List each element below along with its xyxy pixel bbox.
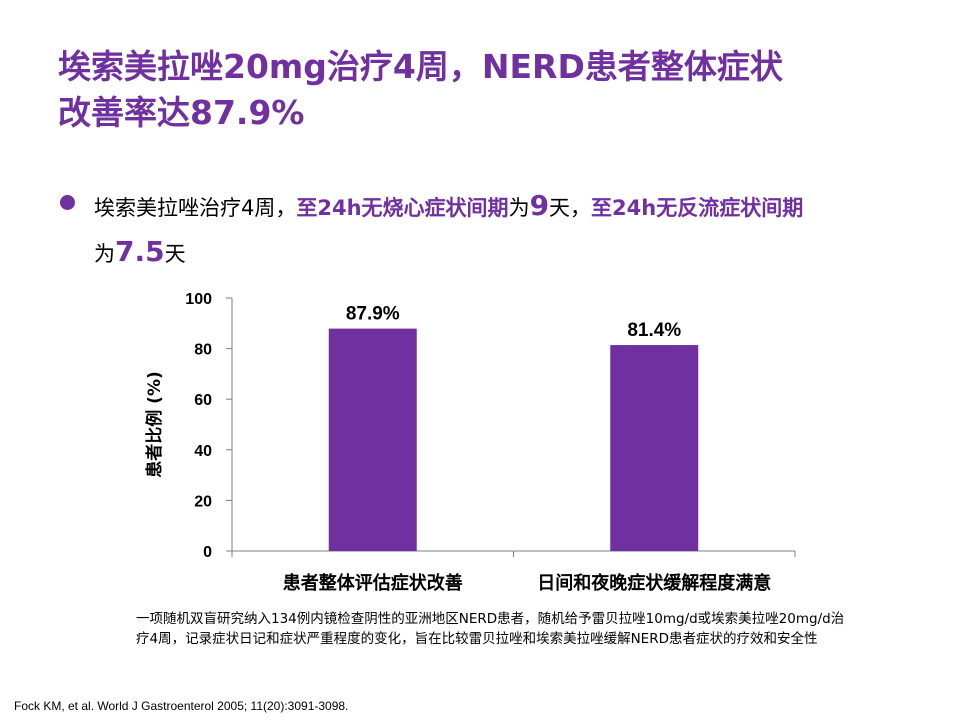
reference-citation: Fock KM, et al. World J Gastroenterol 20… — [14, 699, 349, 713]
heartburn-free-highlight: 至24h无烧心症状间期 — [296, 196, 509, 220]
reflux-free-days: 7.5 — [115, 235, 165, 268]
slide-title-line2: 改善率达87.9% — [58, 93, 305, 132]
bullet-part-1: 埃索美拉唑治疗4周， — [94, 196, 297, 220]
bar — [610, 345, 699, 551]
data-label: 81.4% — [627, 320, 681, 341]
bullet-part-2: 为 — [508, 196, 530, 220]
category-label: 患者整体评估症状改善 — [283, 572, 463, 594]
heartburn-free-days: 9 — [529, 189, 550, 222]
bullet-part-4: 为 — [94, 242, 115, 266]
y-tick-label: 40 — [194, 443, 212, 460]
y-tick-label: 20 — [194, 493, 212, 510]
reflux-free-highlight: 至24h无反流症状间期 — [591, 196, 804, 220]
y-tick-label: 80 — [194, 342, 212, 359]
category-label: 日间和夜晚症状缓解程度满意 — [537, 572, 771, 594]
key-finding-text: 埃索美拉唑治疗4周，至24h无烧心症状间期为9天，至24h无反流症状间期 为7.5… — [94, 184, 914, 276]
slide-title-line1: 埃索美拉唑20mg治疗4周，NERD患者整体症状 — [58, 47, 783, 86]
y-tick-label: 0 — [203, 544, 212, 561]
y-tick-label: 60 — [194, 392, 212, 409]
bar — [328, 328, 417, 551]
bullet-part-3: 天， — [549, 196, 592, 220]
bullet-dot-icon — [60, 195, 75, 210]
bullet-part-5: 天 — [164, 242, 186, 266]
study-note: 一项随机双盲研究纳入134例内镜检查阴性的亚洲地区NERD患者，随机给予雷贝拉唑… — [136, 611, 845, 647]
y-axis-title: 患者比例 (%) — [144, 371, 165, 478]
slide-title: 埃索美拉唑20mg治疗4周，NERD患者整体症状 改善率达87.9% — [58, 44, 918, 136]
data-label: 87.9% — [346, 304, 400, 325]
y-tick-label: 100 — [185, 291, 212, 308]
